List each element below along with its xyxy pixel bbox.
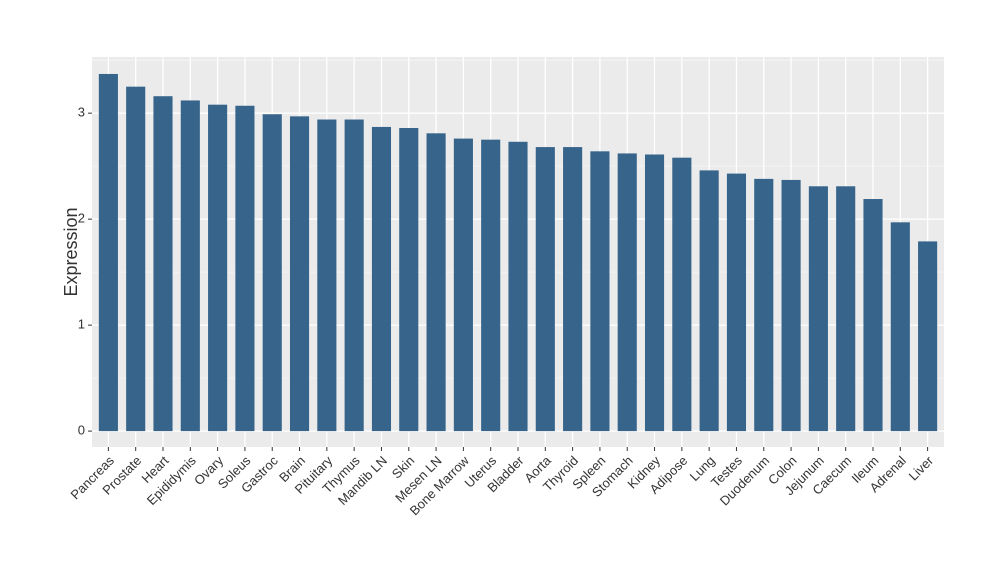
bar xyxy=(836,186,856,432)
bar xyxy=(890,222,910,432)
y-axis-title: Expression xyxy=(61,207,81,296)
bar xyxy=(235,105,255,432)
y-tick-label: 3 xyxy=(78,105,85,120)
bar xyxy=(126,86,146,432)
bar xyxy=(617,153,637,432)
bar xyxy=(180,100,200,432)
x-tick-label: Liver xyxy=(906,452,937,483)
bar xyxy=(863,199,883,432)
bar xyxy=(371,126,392,432)
bar xyxy=(644,154,665,432)
y-tick-label: 2 xyxy=(78,211,85,226)
bar xyxy=(153,96,173,432)
bar xyxy=(508,141,528,432)
bar xyxy=(535,147,555,432)
bar xyxy=(590,151,610,432)
bar xyxy=(726,173,747,432)
bar xyxy=(781,179,801,432)
y-tick-label: 0 xyxy=(78,423,85,438)
bar xyxy=(563,147,583,432)
bar xyxy=(317,119,337,432)
bar xyxy=(262,114,282,432)
bar xyxy=(98,73,118,432)
bar xyxy=(399,128,419,432)
bar xyxy=(699,170,719,432)
bar xyxy=(672,157,692,432)
bar xyxy=(426,133,446,432)
bar xyxy=(289,116,310,432)
bar xyxy=(344,119,364,432)
bar xyxy=(208,104,228,432)
bar xyxy=(808,186,828,432)
bar xyxy=(754,178,774,432)
bar xyxy=(481,139,501,432)
y-tick-label: 1 xyxy=(78,317,85,332)
bar xyxy=(918,241,938,432)
bar xyxy=(453,138,473,432)
